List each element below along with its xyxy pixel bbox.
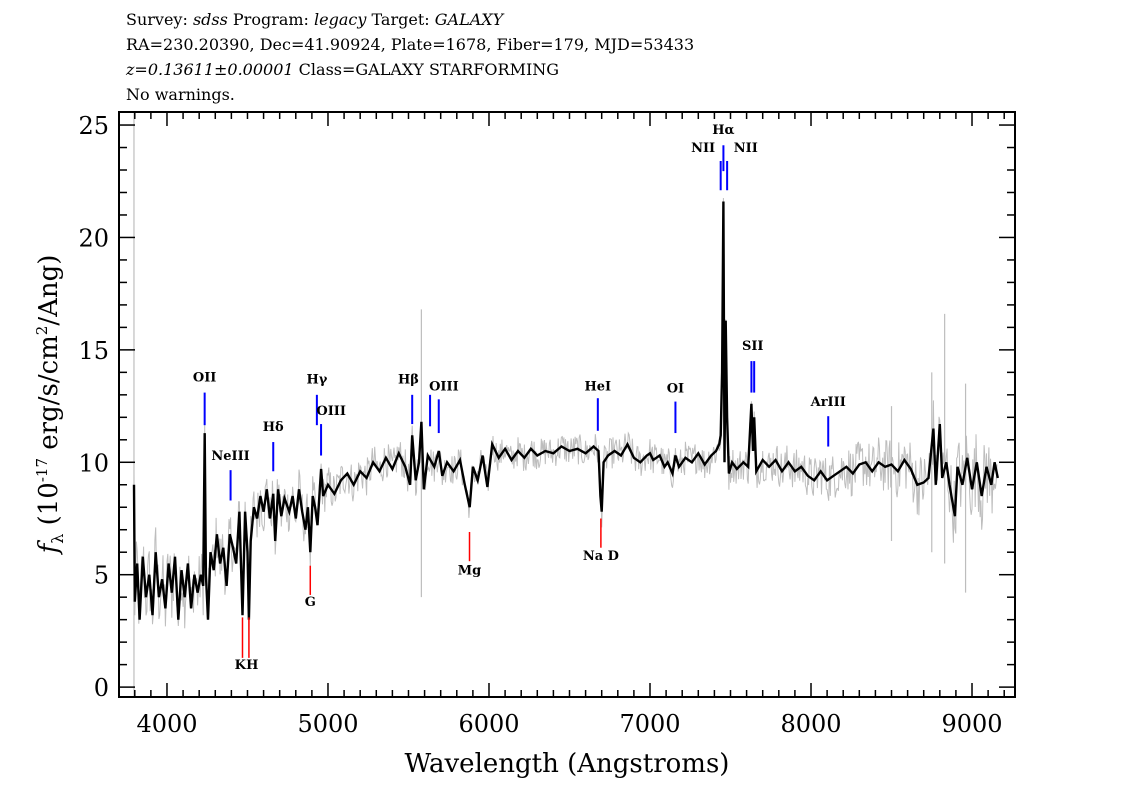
spectrum-flux-line xyxy=(132,201,999,620)
survey-value: sdss xyxy=(192,10,228,29)
class-value: Class=GALAXY STARFORMING xyxy=(293,60,560,79)
plot-frame xyxy=(118,111,1016,698)
flux-trace-group xyxy=(132,201,999,620)
y-tick-label: 15 xyxy=(78,337,109,365)
program-label: Program: xyxy=(227,10,315,29)
line-label: OIII xyxy=(316,404,346,419)
line-label: Hδ xyxy=(263,420,284,435)
line-label: NII xyxy=(691,141,715,156)
x-tick-label: 7000 xyxy=(619,710,680,738)
axes-group: 4000 5000 6000 7000 8000 9000 0 5 10 15 20 25 xyxy=(78,112,1015,738)
y-axis-subscript: λ xyxy=(48,534,67,544)
y-axis-title: fλ (10-17 erg/s/cm2/Ang) xyxy=(33,255,67,556)
line-label: NeIII xyxy=(211,449,249,464)
y-tick-label: 0 xyxy=(94,674,109,702)
x-tick-label: 9000 xyxy=(941,710,1002,738)
x-tick-label: 8000 xyxy=(780,710,841,738)
x-axis-title: Wavelength (Angstroms) xyxy=(405,749,730,779)
y-axis-units-b: erg/s/cm xyxy=(34,335,64,458)
line-label: OII xyxy=(193,370,217,385)
header-line-coordinates: RA=230.20390, Dec=41.90924, Plate=1678, … xyxy=(126,35,695,54)
line-label: H xyxy=(246,658,258,673)
line-label: G xyxy=(305,595,316,610)
y-tick-label: 20 xyxy=(78,224,109,252)
line-label: NII xyxy=(734,141,758,156)
line-label: ArIII xyxy=(810,395,846,410)
line-label: HeI xyxy=(585,379,612,394)
y-axis-units-a: (10 xyxy=(34,482,64,534)
header-line-warnings: No warnings. xyxy=(126,85,235,104)
error-trace-group xyxy=(133,111,998,697)
target-value: GALAXY xyxy=(434,10,504,29)
line-label: OI xyxy=(667,382,684,397)
y-tick-label: 5 xyxy=(94,562,109,590)
x-tick-label: 6000 xyxy=(458,710,519,738)
header-line-redshift: z=0.13611±0.00001 Class=GALAXY STARFORMI… xyxy=(126,60,559,79)
y-tick-label: 25 xyxy=(78,112,109,140)
redshift-value: z=0.13611±0.00001 xyxy=(126,60,294,79)
y-axis-units-exponent: -17 xyxy=(33,458,51,482)
line-label: Hα xyxy=(712,123,734,138)
survey-label: Survey: xyxy=(126,10,193,29)
line-label: OIII xyxy=(429,379,459,394)
y-axis-units-c: /Ang) xyxy=(34,255,64,326)
target-label: Target: xyxy=(366,10,435,29)
line-label: SII xyxy=(742,339,764,354)
header-line-survey: Survey: sdss Program: legacy Target: GAL… xyxy=(126,10,503,29)
line-label: K xyxy=(235,658,247,673)
program-value: legacy xyxy=(314,10,367,29)
line-label: Mg xyxy=(458,564,481,579)
line-label: Hγ xyxy=(306,373,327,388)
line-label: Na D xyxy=(583,549,619,564)
x-tick-label: 5000 xyxy=(297,710,358,738)
line-label: Hβ xyxy=(398,373,419,388)
y-tick-label: 10 xyxy=(78,449,109,477)
x-tick-label: 4000 xyxy=(136,710,197,738)
y-axis-units-exponent2: 2 xyxy=(33,326,51,336)
